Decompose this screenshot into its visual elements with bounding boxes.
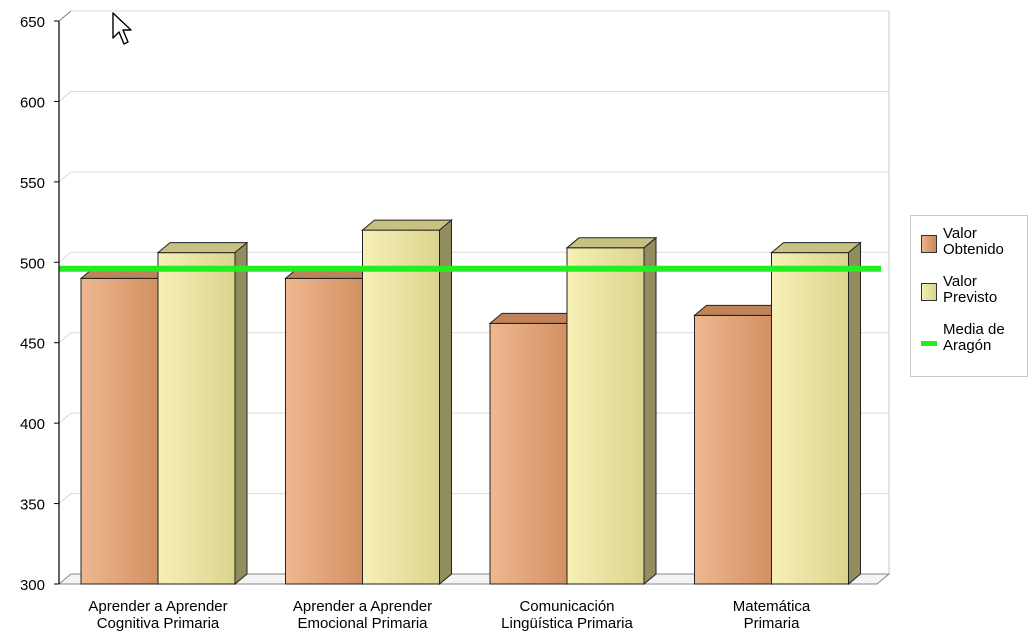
bar-valor-previsto bbox=[361, 219, 453, 586]
y-tick-label: 600 bbox=[20, 94, 45, 111]
chart-legend: Valor Obtenido Valor Previsto Media de A… bbox=[910, 215, 1028, 377]
bar-valor-obtenido bbox=[693, 304, 785, 586]
legend-item-valor-obtenido: Valor Obtenido bbox=[921, 226, 1027, 258]
bar-side bbox=[848, 241, 861, 586]
bar-valor-obtenido bbox=[284, 267, 376, 586]
legend-item-media-aragon: Media de Aragón bbox=[921, 322, 1027, 354]
y-tick-label: 650 bbox=[20, 14, 45, 31]
gridline-side bbox=[58, 412, 72, 424]
mouse-pointer-icon bbox=[112, 12, 132, 45]
legend-swatch-valor-obtenido bbox=[921, 235, 937, 253]
bar-front bbox=[489, 322, 568, 585]
y-tick-label: 550 bbox=[20, 175, 45, 192]
x-tick-label: Emocional Primaria bbox=[297, 615, 428, 632]
gridline-side bbox=[58, 493, 72, 504]
bar-front bbox=[694, 314, 772, 585]
grid-layer bbox=[57, 10, 891, 585]
bar-front bbox=[362, 229, 440, 585]
bar-valor-obtenido bbox=[488, 312, 581, 586]
y-tick-label: 450 bbox=[20, 336, 45, 353]
y-tick-label: 500 bbox=[20, 255, 45, 272]
bar-valor-previsto bbox=[770, 241, 862, 586]
y-axis-top-edge bbox=[58, 10, 72, 22]
bar-top bbox=[488, 312, 581, 324]
gridline-side bbox=[58, 251, 72, 263]
bar-side bbox=[643, 236, 657, 586]
gridline-side bbox=[58, 171, 72, 183]
bar-front bbox=[285, 277, 363, 585]
x-tick-label: Aprender a Aprender bbox=[88, 598, 227, 615]
legend-label-line: Valor bbox=[943, 273, 977, 290]
bar-valor-obtenido bbox=[79, 267, 172, 586]
x-tick-label: Aprender a Aprender bbox=[293, 598, 432, 615]
legend-label-line: Media de bbox=[943, 321, 1005, 338]
bar-side bbox=[439, 219, 452, 586]
legend-line-media-aragon bbox=[921, 341, 937, 346]
bar-valor-previsto bbox=[565, 236, 658, 586]
legend-item-valor-previsto: Valor Previsto bbox=[921, 274, 1027, 306]
y-tick-label: 400 bbox=[20, 416, 45, 433]
bar-top bbox=[565, 237, 658, 249]
bar-top bbox=[156, 242, 249, 254]
legend-label-line: Obtenido bbox=[943, 241, 1004, 258]
bar-front bbox=[80, 277, 159, 585]
gridline-side bbox=[58, 91, 72, 102]
legend-label-line: Valor bbox=[943, 225, 977, 242]
bar-front bbox=[771, 252, 849, 585]
legend-label: Valor Previsto bbox=[943, 274, 1027, 306]
bar-front bbox=[566, 247, 645, 585]
x-tick-label: Cognitiva Primaria bbox=[97, 615, 220, 632]
bar-top bbox=[693, 304, 785, 316]
x-tick-label: Lingüística Primaria bbox=[501, 615, 633, 632]
x-tick-label: Primaria bbox=[744, 615, 800, 632]
y-tick-label: 350 bbox=[20, 497, 45, 514]
bar-top bbox=[770, 242, 862, 254]
y-tick-label: 300 bbox=[20, 577, 45, 594]
legend-label-line: Previsto bbox=[943, 289, 998, 306]
axis-layer: 300 350 400 450 500 550 600 650 Aprender a Apren… bbox=[20, 10, 811, 632]
x-tick-label: Matemática bbox=[733, 598, 811, 615]
bar-front bbox=[157, 252, 236, 585]
bar-valor-previsto bbox=[156, 241, 249, 586]
bar-side bbox=[234, 241, 248, 586]
legend-label: Media de Aragón bbox=[943, 322, 1027, 354]
legend-label-line: Aragón bbox=[943, 337, 992, 354]
legend-swatch-valor-previsto bbox=[921, 283, 937, 301]
legend-label: Valor Obtenido bbox=[943, 226, 1027, 258]
gridline-side bbox=[58, 332, 72, 344]
bars-layer bbox=[79, 219, 862, 586]
bar-top bbox=[361, 219, 453, 231]
x-tick-label: Comunicación bbox=[519, 598, 614, 615]
